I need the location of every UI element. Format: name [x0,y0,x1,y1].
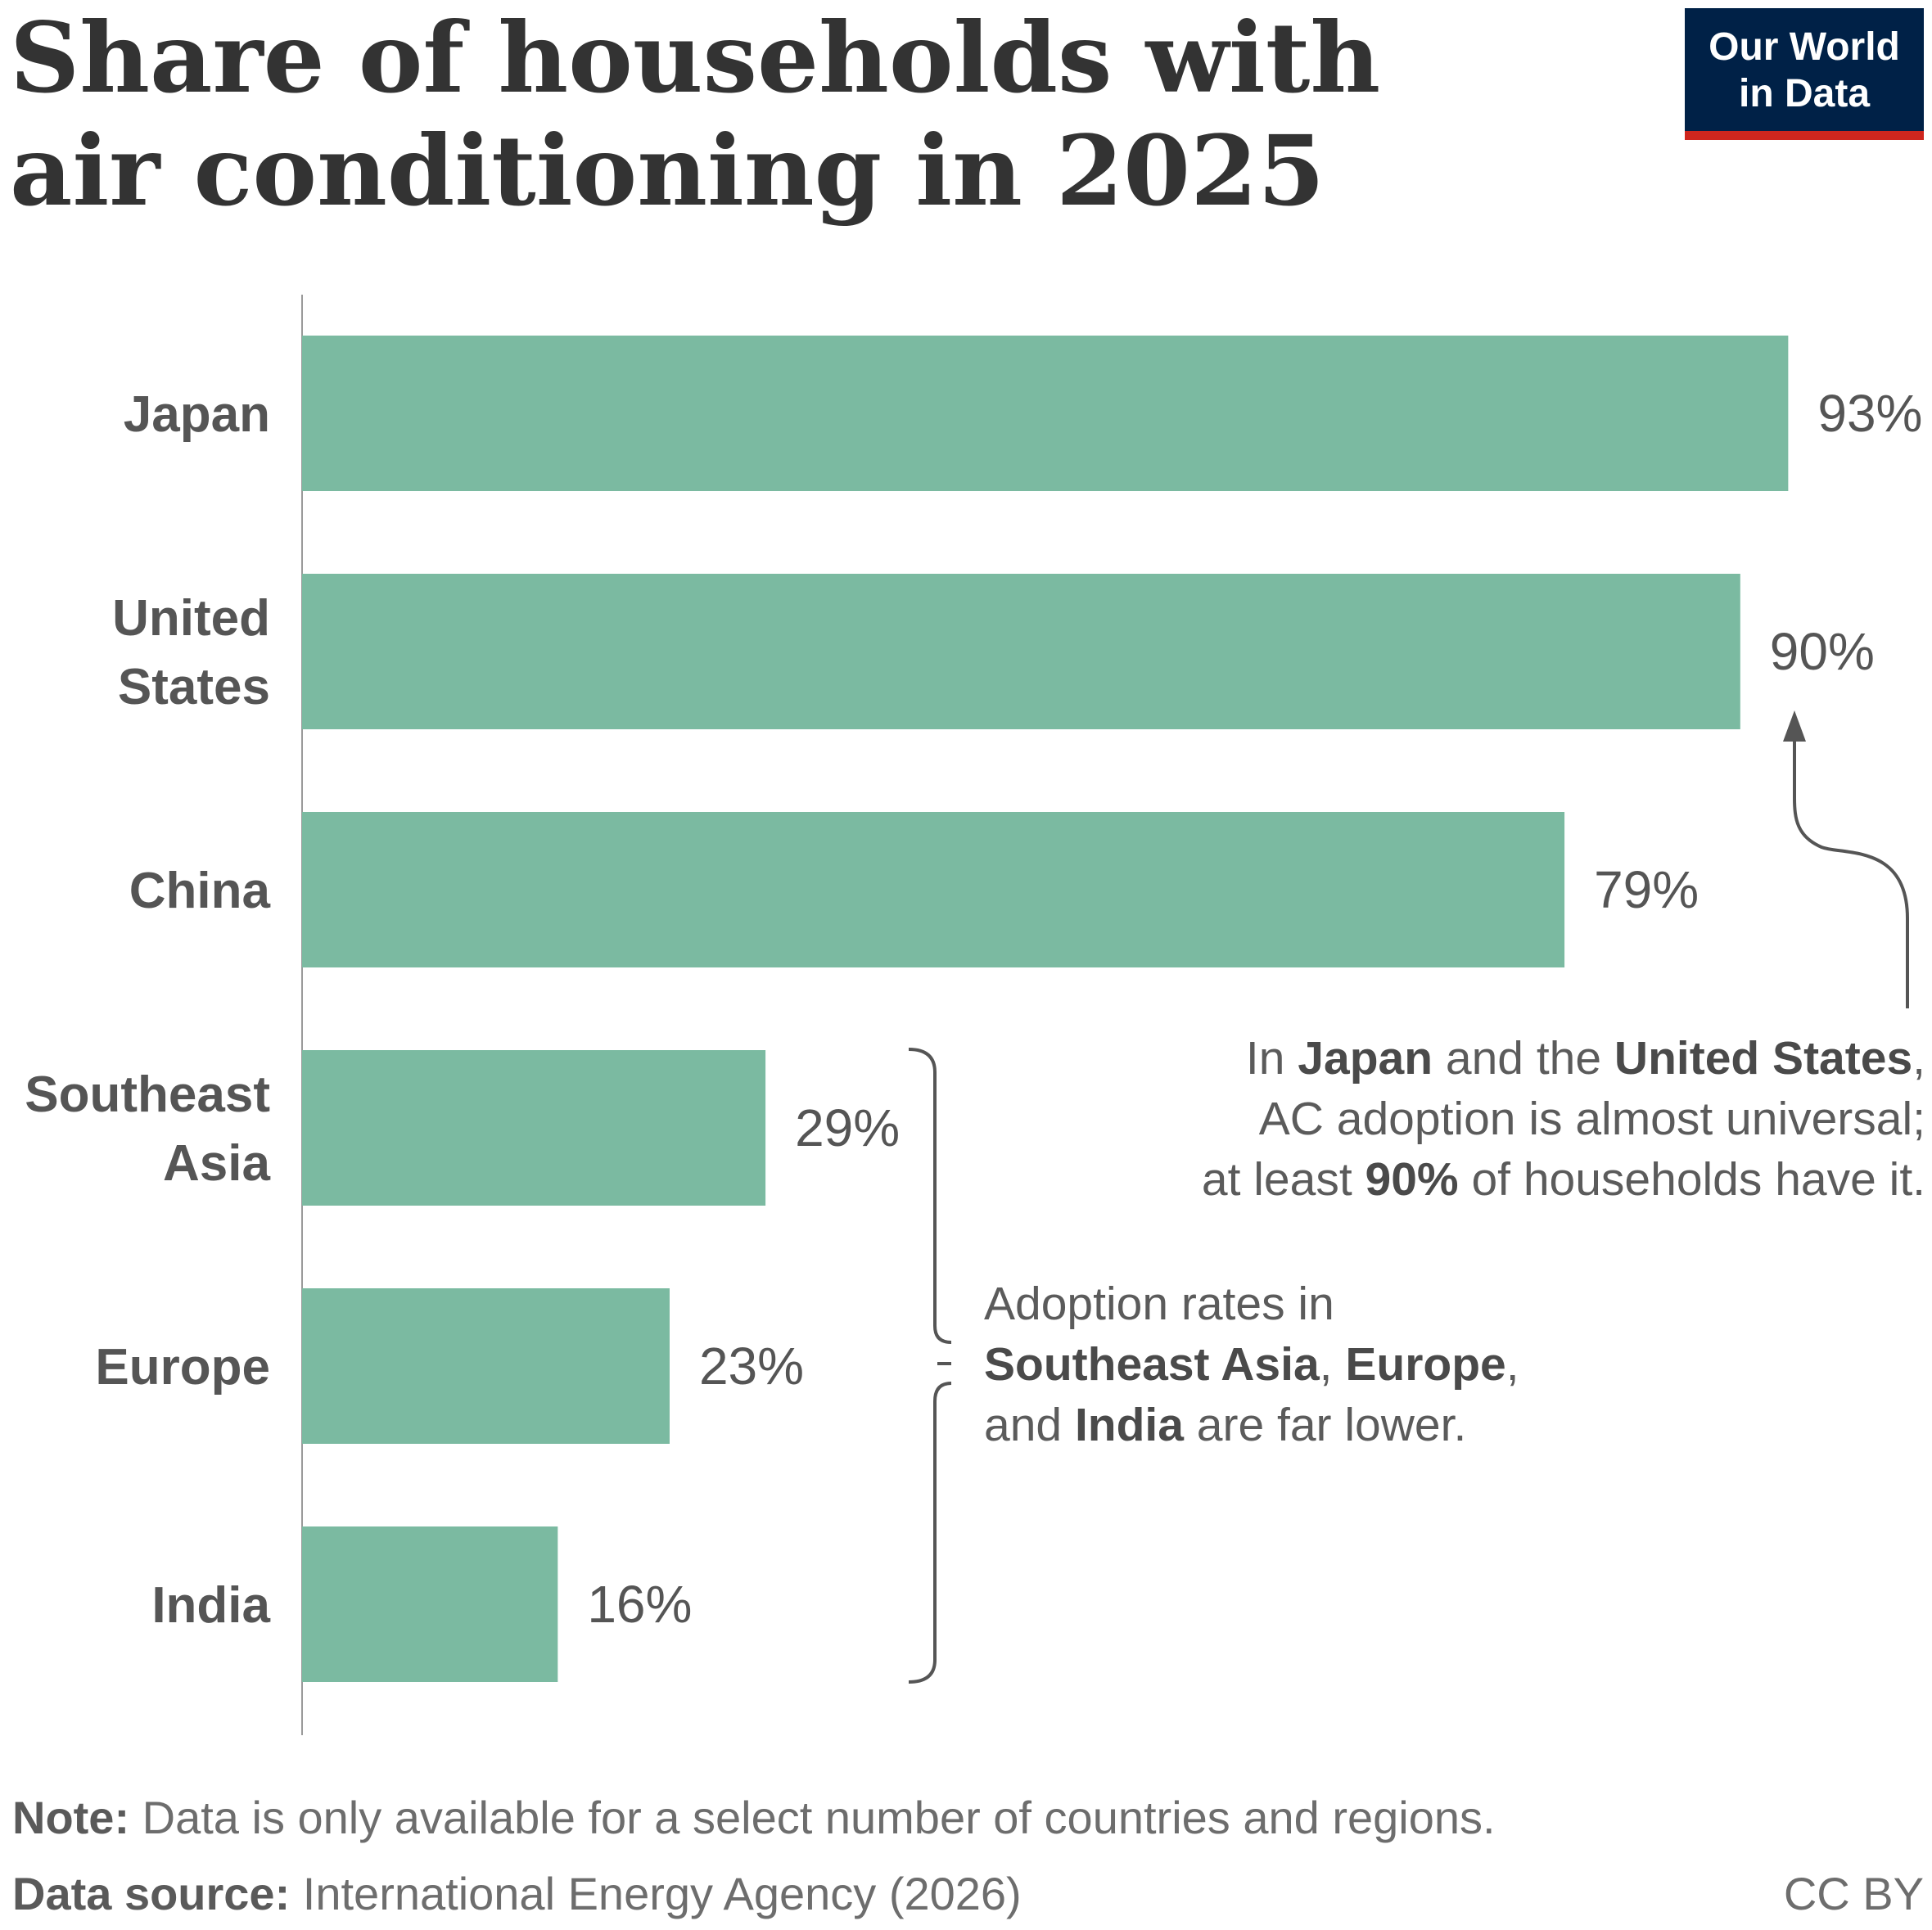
annotation-high-line-3-segment-2: 90% [1365,1153,1459,1206]
category-label-india: India [151,1577,270,1634]
annotation-arrow [1793,733,1909,1008]
annotation-high-line-2: AC adoption is almost universal; [1259,1093,1925,1145]
category-label-united-states-line-1: United [112,590,270,647]
bar-southeast-asia [302,1050,766,1206]
category-label-united-states-line-2: States [118,659,270,715]
footer-source: Data source: International Energy Agency… [12,1868,1022,1919]
annotation-low-line-3-segment-1: and [984,1399,1075,1451]
annotation-high-line-3-segment-3: of households have it. [1459,1153,1925,1206]
annotation-high-line-1-segment-3: and the [1433,1032,1614,1084]
annotation-low-line-1-segment-1: Adoption rates in [984,1278,1334,1330]
owid-logo: Our World in Data [1685,8,1924,140]
footer-license: CC BY [1784,1868,1924,1919]
footer-note-text: Data is only available for a select numb… [129,1792,1495,1843]
value-label-southeast-asia: 29% [795,1098,900,1157]
annotation-low-line-3: and India are far lower. [984,1399,1466,1451]
value-labels: 93% 90% 79% 29% 23% 16% [587,384,1922,1634]
footer: Note: Data is only available for a selec… [12,1792,1924,1919]
annotation-low-line-2: Southeast Asia, Europe, [984,1338,1519,1391]
annotation-low-line-3-segment-3: are far lower. [1184,1399,1466,1451]
category-label-southeast-asia-line-2: Asia [163,1135,270,1192]
logo-background [1685,8,1924,131]
annotation-high-line-1-segment-1: In [1246,1032,1298,1084]
bar-united-states [302,574,1740,729]
annotation-low-line-2-segment-1: Southeast Asia [984,1338,1320,1391]
footer-source-text: International Energy Agency (2026) [290,1868,1021,1919]
value-label-india: 16% [587,1575,692,1634]
footer-note: Note: Data is only available for a selec… [12,1792,1496,1843]
chart-title-line-2: air conditioning in 2025 [10,114,1325,228]
footer-note-label: Note: [12,1792,129,1843]
value-label-japan: 93% [1817,384,1922,443]
bar-europe [302,1288,670,1444]
logo-line-1: Our World [1709,25,1900,69]
annotation-high-line-1: In Japan and the United States, [1246,1032,1925,1084]
chart-title-line-1: Share of households with [10,1,1380,115]
footer-source-label: Data source: [12,1868,290,1919]
annotation-low-line-3-segment-2: India [1075,1399,1185,1451]
annotation-low-line-1: Adoption rates in [984,1278,1334,1330]
annotation-high-line-1-segment-4: United States [1614,1032,1912,1084]
annotation-high-line-3-segment-1: at least [1202,1153,1365,1206]
annotation-low-line-2-segment-2: , [1320,1338,1346,1391]
category-label-europe: Europe [95,1339,270,1396]
annotation-low-adoption: Adoption rates in Southeast Asia, Europe,… [984,1278,1519,1451]
annotation-high-line-1-segment-2: Japan [1298,1032,1433,1084]
value-label-united-states: 90% [1770,622,1875,681]
annotation-high-line-3: at least 90% of households have it. [1202,1153,1925,1206]
logo-accent-bar [1685,131,1924,140]
annotation-high-line-1-segment-5: , [1912,1032,1925,1084]
bar-india [302,1526,558,1682]
annotation-low-line-2-segment-3: Europe [1345,1338,1505,1391]
annotation-low-line-2-segment-4: , [1506,1338,1519,1391]
annotation-bracket [908,1048,952,1684]
bar-japan [302,336,1789,491]
value-label-europe: 23% [699,1337,804,1396]
category-label-china: China [129,863,271,919]
bar-china [302,812,1565,967]
annotation-high-line-2-segment-1: AC adoption is almost universal; [1259,1093,1925,1145]
annotation-arrowhead [1783,710,1806,742]
bars [302,336,1789,1682]
value-label-china: 79% [1594,860,1699,919]
category-labels: Japan United States China Southeast Asia Europ… [25,386,270,1634]
category-label-japan: Japan [124,386,270,443]
annotation-high-adoption: In Japan and the United States, AC adopti… [1202,1032,1925,1206]
category-label-southeast-asia-line-1: Southeast [25,1066,270,1123]
logo-line-2: in Data [1739,72,1870,115]
